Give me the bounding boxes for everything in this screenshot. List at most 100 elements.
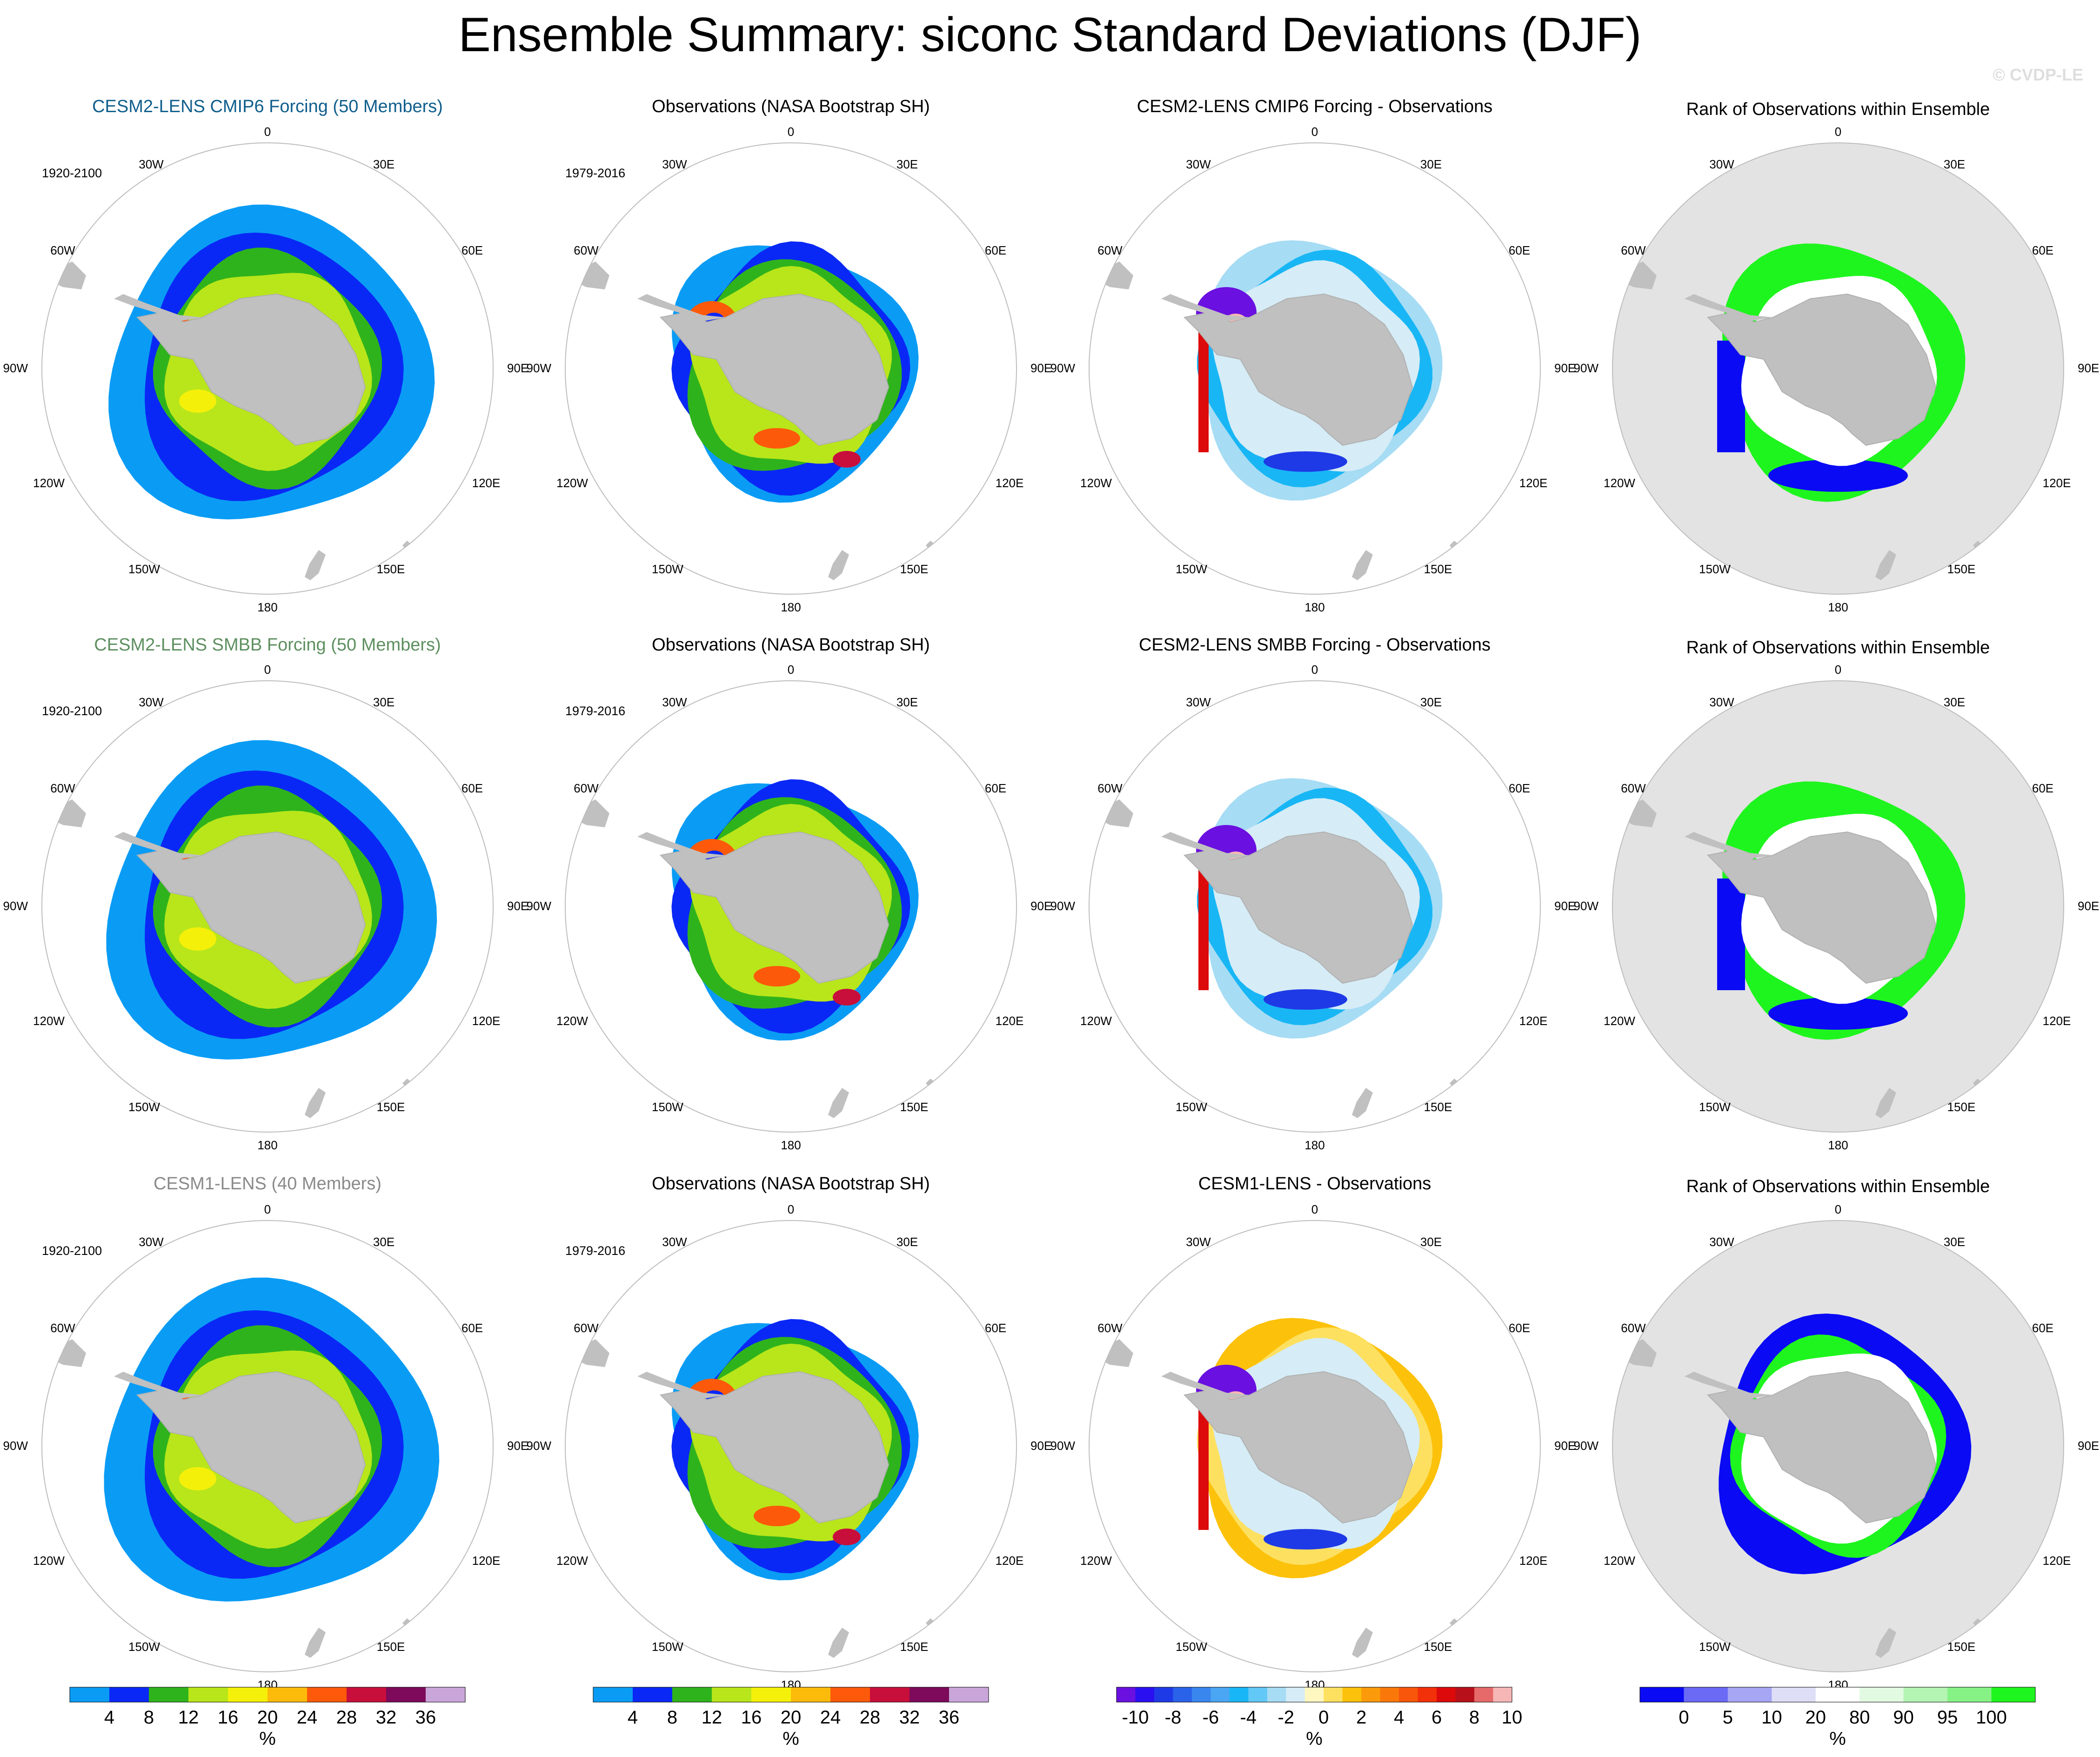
longitude-label-150e: 150E xyxy=(900,562,929,576)
colorbar-tick-label: 16 xyxy=(741,1707,762,1728)
period-label: 1979-2016 xyxy=(565,166,626,180)
longitude-label-120e: 120E xyxy=(1519,476,1548,490)
colorbar-tick-label: 16 xyxy=(218,1707,239,1728)
longitude-label-30e: 30E xyxy=(373,1235,395,1249)
longitude-label-60e: 60E xyxy=(461,781,483,795)
colorbar-swatch xyxy=(1947,1687,1992,1702)
longitude-label-30w: 30W xyxy=(139,157,164,171)
longitude-label-150w: 150W xyxy=(1176,1640,1207,1654)
colorbar-tick-label: -6 xyxy=(1203,1707,1219,1728)
colorbar-swatch xyxy=(307,1687,347,1702)
sea-ice-std-patch xyxy=(754,1506,800,1526)
colorbar-swatch xyxy=(1474,1687,1494,1702)
longitude-label-150e: 150E xyxy=(377,1640,405,1654)
longitude-label-120w: 120W xyxy=(33,1554,65,1568)
antarctica-landmass xyxy=(659,1371,889,1524)
colorbar-swatch xyxy=(268,1687,308,1702)
colorbar-tick-label: 8 xyxy=(667,1707,677,1728)
colorbar-swatch xyxy=(1380,1687,1399,1702)
polar-map-model: 0 180 90W 90E 30W 60W 120W 150W 30E 60E 120E 150E xyxy=(3,663,529,1152)
colorbar-swatch xyxy=(1399,1687,1418,1702)
colorbar-swatch xyxy=(1455,1687,1475,1702)
colorbar-swatch xyxy=(188,1687,228,1702)
colorbar-units: % xyxy=(1306,1729,1323,1749)
colorbar-swatch xyxy=(386,1687,426,1702)
colorbar-tick-label: 28 xyxy=(336,1707,357,1728)
rank-region xyxy=(1768,997,1908,1030)
longitude-label-150e: 150E xyxy=(1424,562,1452,576)
colorbar-swatch xyxy=(1191,1687,1211,1702)
colorbar-tick-label: 8 xyxy=(144,1707,154,1728)
colorbar-swatch xyxy=(347,1687,387,1702)
difference-patch xyxy=(1198,331,1209,452)
sea-ice-std-patch xyxy=(833,989,861,1006)
longitude-label-30e: 30E xyxy=(896,1235,918,1249)
colorbar-swatch xyxy=(1135,1687,1155,1702)
new-zealand-landmass xyxy=(1875,550,1896,580)
longitude-label-90w: 90W xyxy=(1574,899,1599,913)
colorbar-tick-label: -4 xyxy=(1240,1707,1257,1728)
colorbar: -10 -8 -6 -4 -2 0 2 4 6 8 10 xyxy=(1116,1687,1522,1728)
colorbar-tick-label: 5 xyxy=(1723,1707,1733,1728)
colorbar-tick-label: 0 xyxy=(1318,1707,1329,1728)
longitude-label-120w: 120W xyxy=(1080,476,1112,490)
map-boundary xyxy=(1612,680,2064,1133)
sea-ice-std-patch xyxy=(179,389,216,413)
polar-map-rank: 0 180 90W 90E 30W 60W 120W 150W 30E 60E 120E 150E xyxy=(1574,663,2100,1152)
panel-title: CESM2-LENS CMIP6 Forcing (50 Members) xyxy=(92,97,443,116)
colorbar-swatch xyxy=(1437,1687,1456,1702)
longitude-label-30w: 30W xyxy=(1186,157,1211,171)
colorbar-swatch xyxy=(791,1687,831,1702)
antarctic-peninsula xyxy=(1161,294,1250,322)
map-boundary xyxy=(41,1220,494,1672)
colorbar-swatch xyxy=(1267,1687,1286,1702)
antarctica-landmass xyxy=(1706,293,1937,446)
longitude-label-150w: 150W xyxy=(1176,562,1207,576)
colorbar-tick-label: 6 xyxy=(1431,1707,1442,1728)
colorbar-frame xyxy=(69,1687,466,1703)
longitude-label-90w: 90W xyxy=(1050,899,1076,913)
antarctica-landmass xyxy=(136,831,366,984)
longitude-label-30e: 30E xyxy=(1944,157,1965,171)
longitude-label-30e: 30E xyxy=(1420,1235,1442,1249)
longitude-label-180: 180 xyxy=(1304,600,1324,614)
longitude-label-30e: 30E xyxy=(373,157,395,171)
colorbar-tick-label: 20 xyxy=(257,1707,278,1728)
antarctica-landmass xyxy=(1183,293,1413,446)
longitude-label-90e: 90E xyxy=(2078,899,2099,913)
rank-region xyxy=(1768,459,1908,492)
longitude-label-0: 0 xyxy=(1311,663,1318,677)
colorbar-swatch xyxy=(633,1687,673,1702)
colorbar-tick-label: 4 xyxy=(104,1707,114,1728)
colorbar-swatch xyxy=(1154,1687,1173,1702)
longitude-label-60e: 60E xyxy=(985,1321,1006,1335)
colorbar-swatch xyxy=(109,1687,149,1702)
longitude-label-30w: 30W xyxy=(1709,695,1734,709)
longitude-label-150w: 150W xyxy=(652,1640,683,1654)
sea-ice-std-patch xyxy=(179,1467,216,1490)
colorbar-units: % xyxy=(1829,1729,1846,1749)
colorbar-tick-label: 28 xyxy=(860,1707,881,1728)
new-zealand-landmass xyxy=(305,1088,326,1118)
colorbar-tick-label: 90 xyxy=(1893,1707,1913,1728)
longitude-label-60e: 60E xyxy=(1509,781,1530,795)
longitude-label-60w: 60W xyxy=(1621,243,1646,257)
longitude-label-60e: 60E xyxy=(461,243,483,257)
longitude-label-30w: 30W xyxy=(662,1235,687,1249)
longitude-label-30w: 30W xyxy=(139,695,164,709)
longitude-label-90e: 90E xyxy=(507,361,528,375)
longitude-label-30w: 30W xyxy=(662,157,687,171)
rank-region xyxy=(1717,341,1745,452)
longitude-label-30w: 30W xyxy=(1186,695,1211,709)
longitude-label-150w: 150W xyxy=(652,562,683,576)
colorbar: 4 8 12 16 20 24 28 32 36 xyxy=(69,1687,466,1728)
longitude-label-0: 0 xyxy=(1311,1202,1318,1216)
longitude-label-0: 0 xyxy=(264,663,271,677)
longitude-label-150w: 150W xyxy=(128,1640,160,1654)
period-label: 1920-2100 xyxy=(42,704,102,718)
longitude-label-30e: 30E xyxy=(1420,695,1442,709)
longitude-label-90w: 90W xyxy=(527,1439,552,1453)
longitude-label-0: 0 xyxy=(1835,663,1841,677)
period-label: 1979-2016 xyxy=(565,704,626,718)
